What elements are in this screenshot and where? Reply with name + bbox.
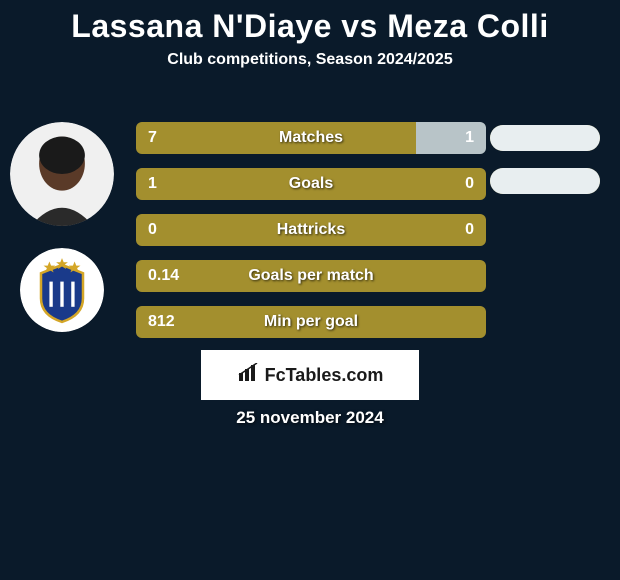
- bar-label: Goals: [136, 168, 486, 200]
- comparison-infographic: Lassana N'Diaye vs Meza Colli Club compe…: [0, 0, 620, 580]
- page-title: Lassana N'Diaye vs Meza Colli: [0, 8, 620, 45]
- pill-left-segment: [490, 168, 600, 194]
- summary-pill: [490, 168, 600, 194]
- avatars-column: [10, 122, 110, 332]
- stat-bar-row: 71Matches: [136, 122, 486, 154]
- bar-label: Matches: [136, 122, 486, 154]
- stat-bar-row: 00Hattricks: [136, 214, 486, 246]
- stat-bar-row: 10Goals: [136, 168, 486, 200]
- summary-pills: [490, 122, 600, 211]
- stat-bar-row: 812Min per goal: [136, 306, 486, 338]
- stat-bars: 71Matches 10Goals 00Hattricks 0.14Goals per…: [136, 122, 486, 352]
- brand-box: FcTables.com: [201, 350, 419, 400]
- bar-label: Min per goal: [136, 306, 486, 338]
- stat-bar-row: 0.14Goals per match: [136, 260, 486, 292]
- bar-chart-icon: [237, 363, 261, 388]
- player2-crest: [20, 248, 104, 332]
- bar-label: Hattricks: [136, 214, 486, 246]
- pill-left-segment: [490, 125, 600, 151]
- bar-label: Goals per match: [136, 260, 486, 292]
- page-subtitle: Club competitions, Season 2024/2025: [0, 51, 620, 69]
- summary-pill: [490, 125, 600, 151]
- player1-avatar: [10, 122, 114, 226]
- brand-text: FcTables.com: [265, 365, 384, 386]
- date-label: 25 november 2024: [0, 408, 620, 428]
